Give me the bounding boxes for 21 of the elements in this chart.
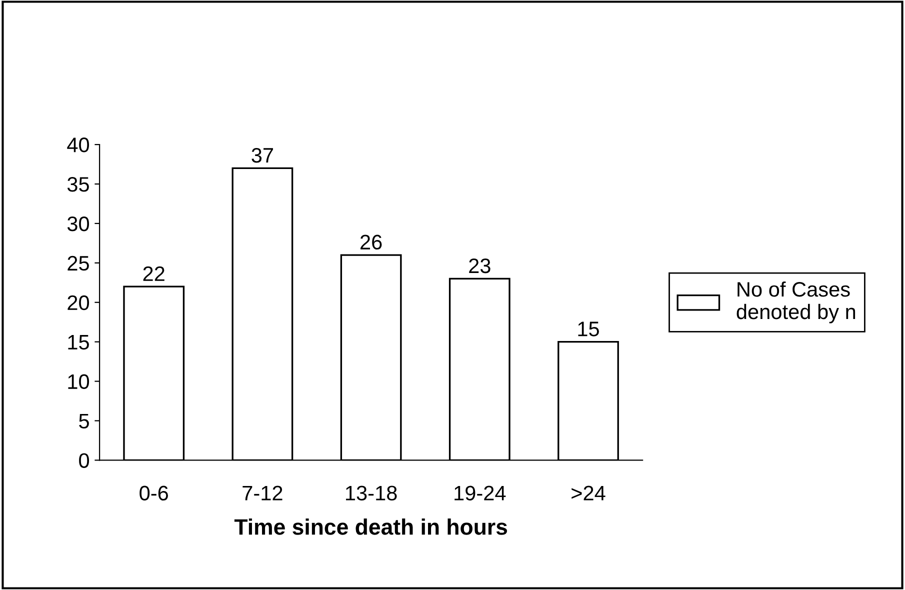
x-axis-title: Time since death in hours [234, 518, 508, 535]
x-tick-label: 0-6 [140, 486, 168, 501]
y-tick-label: 25 [68, 256, 89, 271]
data-label: 26 [360, 234, 382, 250]
legend-label: No of Cases denoted by n [736, 281, 856, 324]
data-label: 37 [252, 148, 273, 163]
y-tick-label: 0 [79, 453, 90, 468]
x-tick-label: >24 [572, 486, 606, 500]
y-tick-label: 30 [67, 216, 90, 232]
y-tick-label: 35 [67, 177, 89, 192]
y-tick-label: 20 [68, 295, 90, 310]
x-tick-label: 7-12 [242, 486, 282, 500]
x-tick-label: 19-24 [454, 486, 506, 501]
y-tick-label: 10 [68, 374, 90, 390]
y-tick-label: 40 [67, 138, 90, 152]
x-tick-label: 13-18 [346, 486, 397, 501]
data-label: 22 [143, 266, 164, 281]
y-tick-label: 15 [68, 335, 89, 350]
y-tick-label: 5 [79, 414, 89, 428]
data-label: 23 [469, 258, 490, 274]
data-label: 15 [578, 322, 599, 336]
